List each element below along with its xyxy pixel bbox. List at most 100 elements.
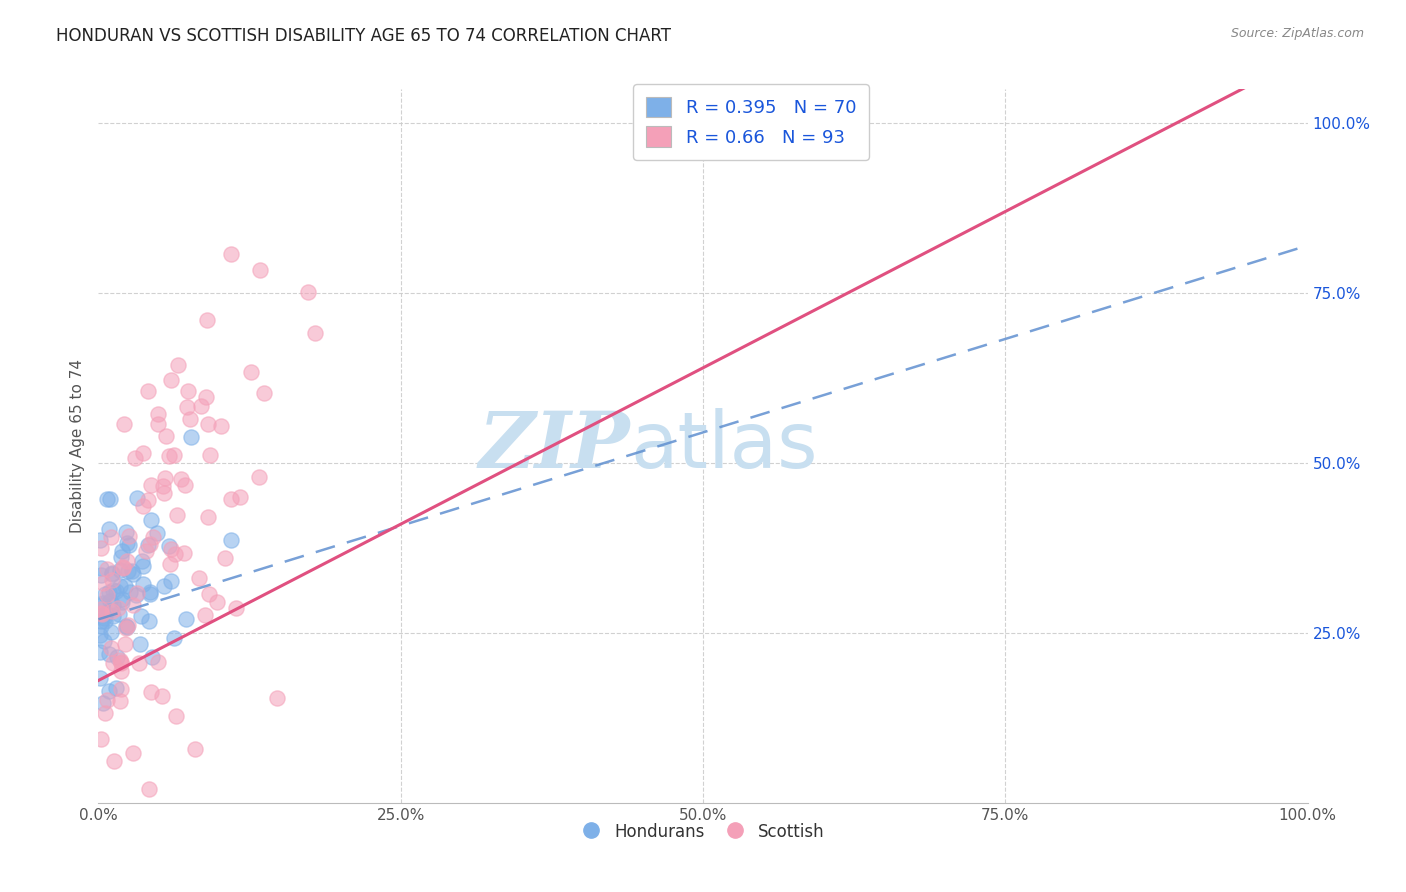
Point <box>139 587 162 601</box>
Point <box>152 486 174 500</box>
Point <box>94 587 117 601</box>
Point <box>96 491 118 506</box>
Point <box>152 479 174 493</box>
Point <box>247 470 270 484</box>
Point <box>110 549 132 564</box>
Point <box>98 585 121 599</box>
Point <box>101 598 124 612</box>
Point <box>97 522 120 536</box>
Point <box>219 492 242 507</box>
Point <box>111 591 134 606</box>
Point <box>198 587 221 601</box>
Text: Source: ZipAtlas.com: Source: ZipAtlas.com <box>1230 27 1364 40</box>
Point <box>179 412 201 426</box>
Point <box>108 563 131 577</box>
Point <box>111 595 134 609</box>
Point <box>142 530 165 544</box>
Point <box>128 656 150 670</box>
Point <box>114 579 136 593</box>
Point <box>96 693 118 707</box>
Point <box>304 326 326 340</box>
Point <box>93 611 115 625</box>
Point <box>249 263 271 277</box>
Point <box>205 595 228 609</box>
Point <box>190 399 212 413</box>
Point <box>146 655 169 669</box>
Point <box>121 564 143 578</box>
Point <box>125 586 148 600</box>
Point <box>139 537 162 551</box>
Point <box>90 615 112 629</box>
Point <box>146 407 169 421</box>
Point <box>111 561 134 575</box>
Point <box>127 491 149 505</box>
Text: ZIP: ZIP <box>479 408 630 484</box>
Point <box>103 608 125 623</box>
Point <box>100 566 122 580</box>
Point <box>91 696 114 710</box>
Text: atlas: atlas <box>630 408 818 484</box>
Point <box>118 529 141 543</box>
Point <box>124 450 146 465</box>
Point <box>141 650 163 665</box>
Point <box>180 430 202 444</box>
Point <box>94 606 117 620</box>
Point <box>93 576 115 591</box>
Point <box>163 448 186 462</box>
Point <box>153 470 176 484</box>
Point <box>108 694 131 708</box>
Point <box>115 618 138 632</box>
Point <box>114 636 136 650</box>
Point <box>177 384 200 398</box>
Point <box>112 417 135 432</box>
Point <box>89 533 111 547</box>
Text: HONDURAN VS SCOTTISH DISABILITY AGE 65 TO 74 CORRELATION CHART: HONDURAN VS SCOTTISH DISABILITY AGE 65 T… <box>56 27 671 45</box>
Point <box>105 650 128 665</box>
Point <box>194 390 217 404</box>
Point <box>90 602 112 616</box>
Point <box>129 637 152 651</box>
Point <box>159 373 181 387</box>
Point <box>141 685 163 699</box>
Point <box>110 544 132 558</box>
Legend: Hondurans, Scottish: Hondurans, Scottish <box>575 816 831 848</box>
Point <box>209 418 232 433</box>
Point <box>131 554 153 568</box>
Point <box>90 541 112 555</box>
Point <box>132 499 155 513</box>
Point <box>93 634 115 648</box>
Point <box>214 551 236 566</box>
Point <box>159 558 181 572</box>
Point <box>297 285 319 300</box>
Point <box>174 612 197 626</box>
Point <box>90 567 112 582</box>
Point <box>197 509 219 524</box>
Point <box>100 625 122 640</box>
Point <box>110 664 132 678</box>
Point <box>94 706 117 721</box>
Point <box>90 619 112 633</box>
Point <box>89 645 111 659</box>
Point <box>200 448 222 462</box>
Point <box>152 578 174 592</box>
Point <box>117 617 139 632</box>
Point <box>122 746 145 760</box>
Point <box>136 538 159 552</box>
Point <box>105 583 128 598</box>
Point <box>110 655 132 669</box>
Point <box>108 607 131 621</box>
Point <box>100 640 122 655</box>
Point <box>266 690 288 705</box>
Point <box>103 755 125 769</box>
Point <box>91 599 114 613</box>
Point <box>101 567 124 582</box>
Point <box>108 653 131 667</box>
Point <box>122 598 145 612</box>
Point <box>120 585 142 599</box>
Point <box>94 614 117 628</box>
Point <box>100 531 122 545</box>
Point <box>157 450 180 464</box>
Point <box>219 533 242 547</box>
Point <box>183 741 205 756</box>
Point <box>173 546 195 560</box>
